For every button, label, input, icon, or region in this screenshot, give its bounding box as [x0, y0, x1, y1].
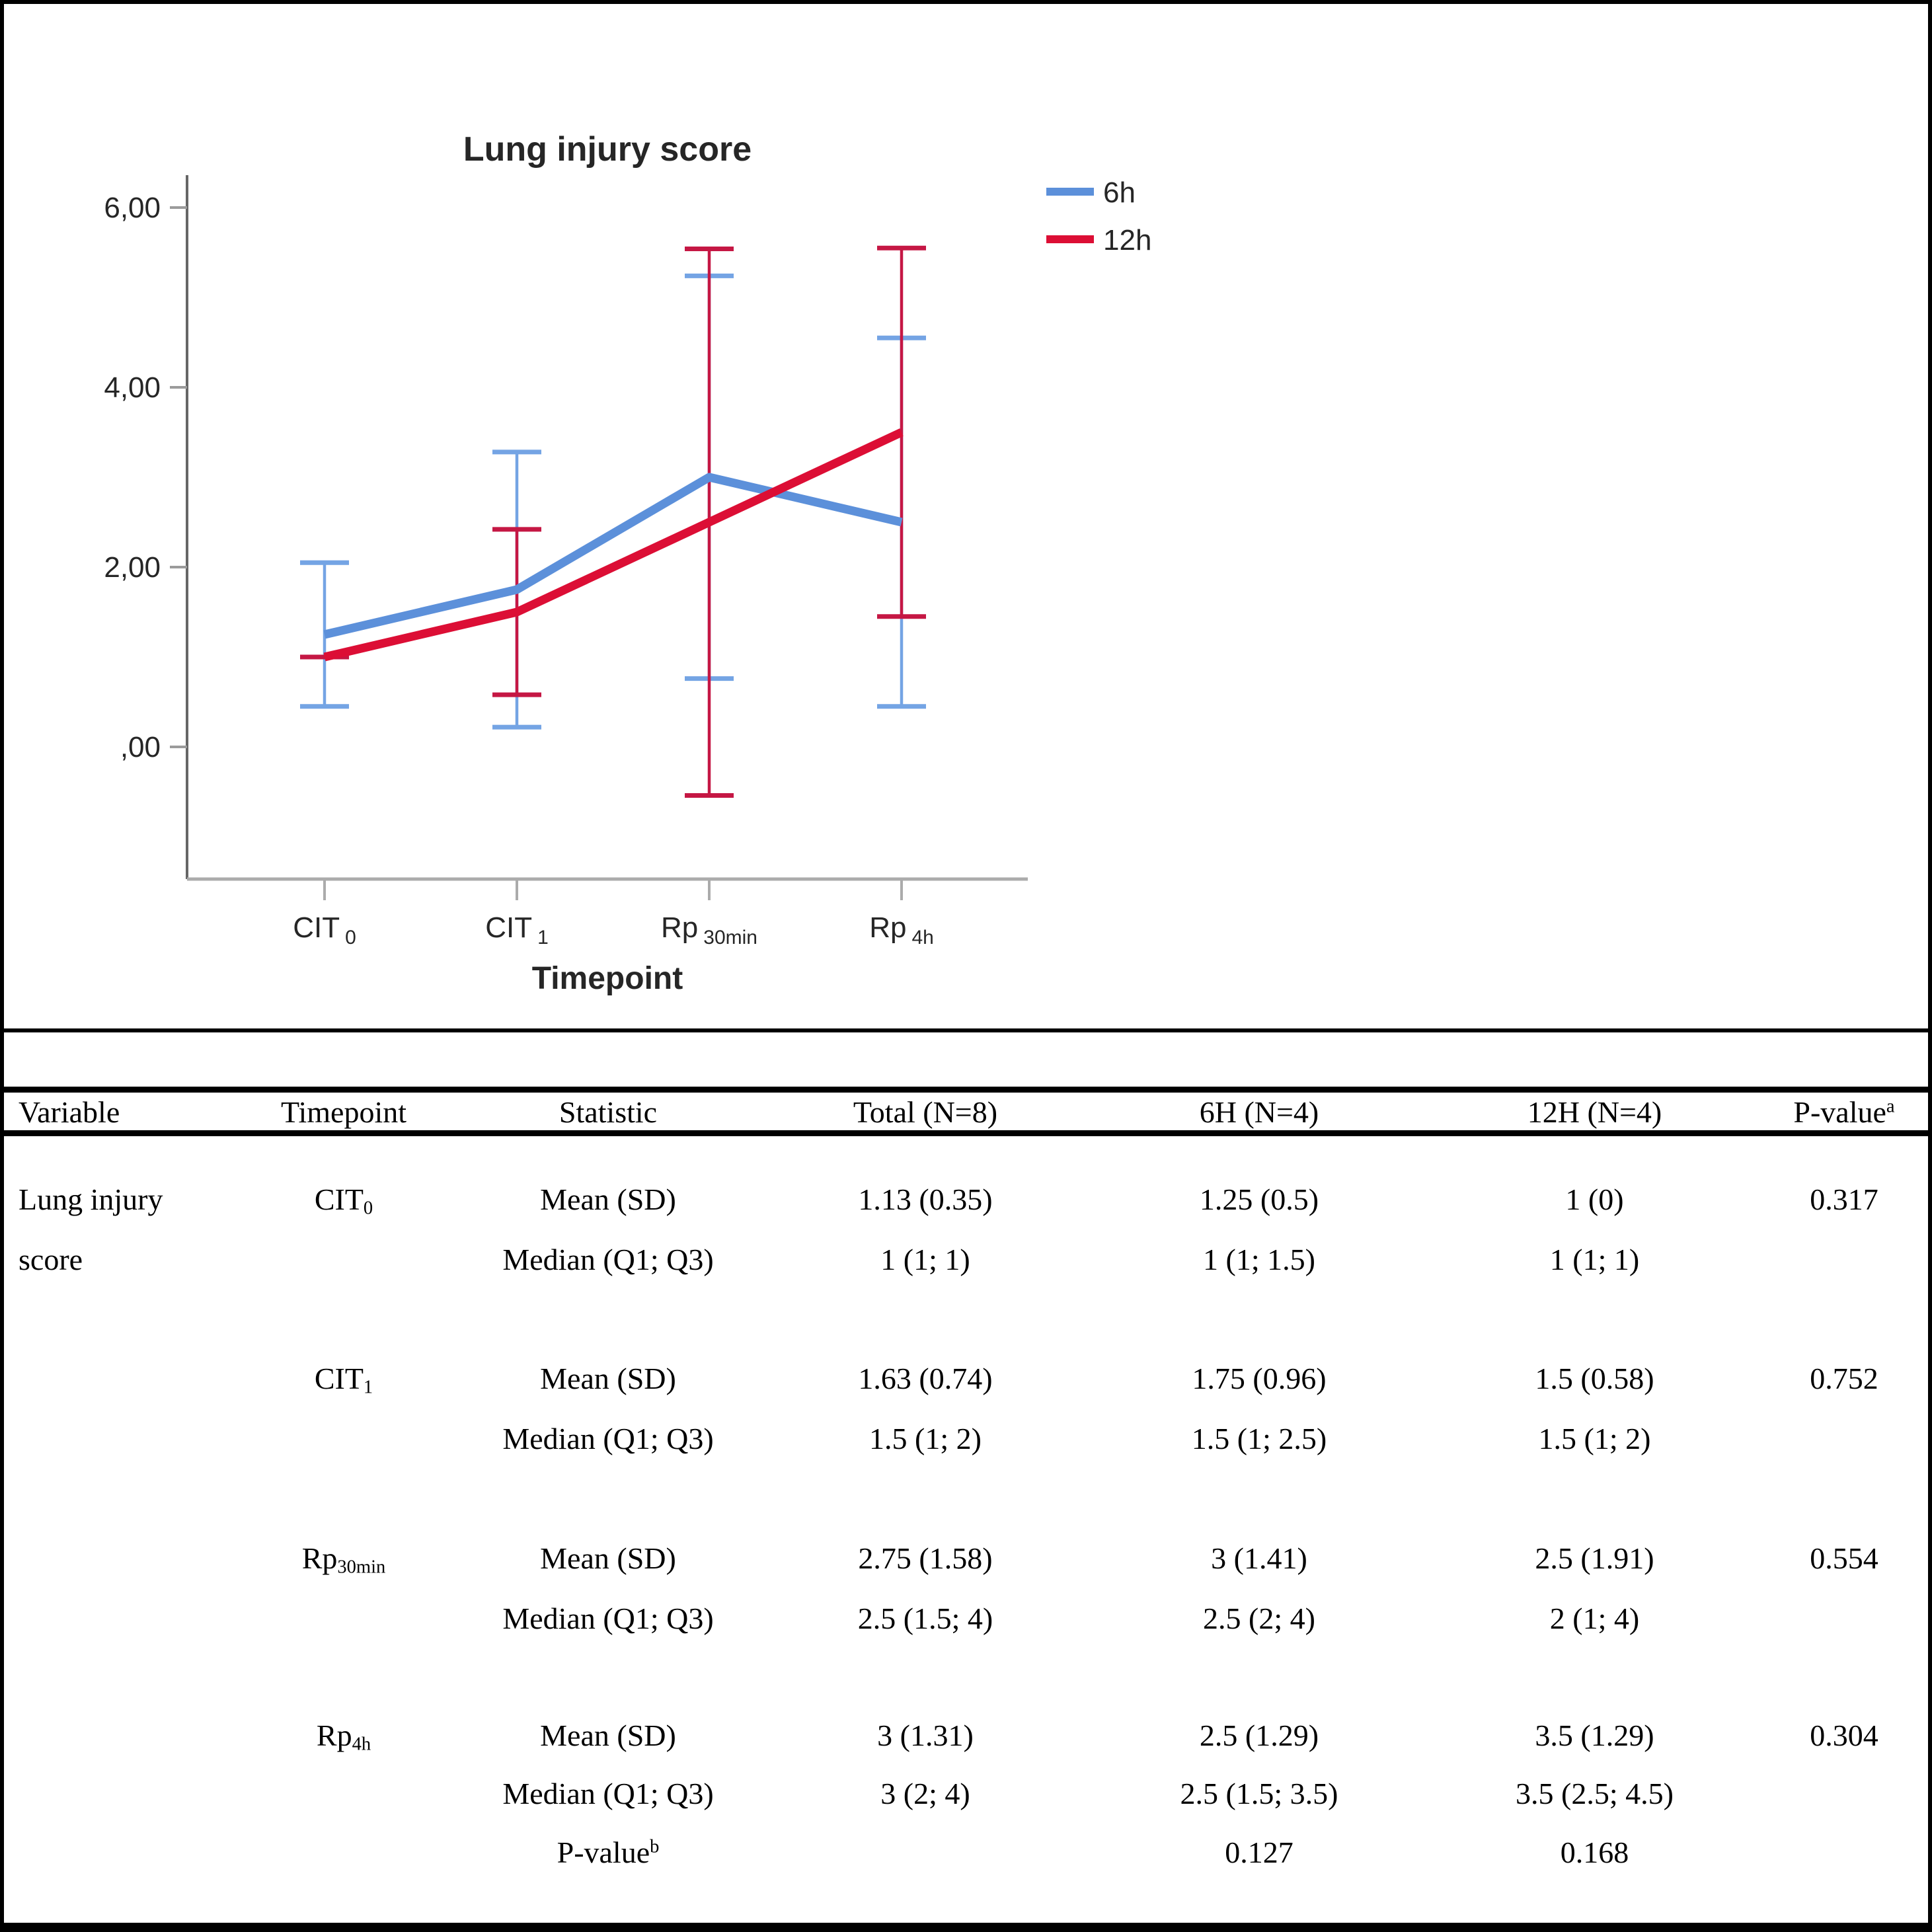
value-6h: 1.25 (0.5) — [1199, 1182, 1319, 1216]
value-12h: 3.5 (2.5; 4.5) — [1516, 1777, 1674, 1810]
table-row-rp30min-median: Median (Q1; Q3) 2.5 (1.5; 4) 2.5 (2; 4) … — [0, 1598, 1932, 1639]
header-pvalue: P-valuea — [1793, 1095, 1895, 1129]
statistic-label: Mean (SD) — [540, 1541, 676, 1575]
header-12h: 12H (N=4) — [1527, 1095, 1662, 1129]
statistic-label: Mean (SD) — [540, 1182, 676, 1216]
x-tick-label: Rp 30min — [661, 911, 757, 948]
series-line-12h — [323, 428, 904, 662]
value-total: 1.13 (0.35) — [858, 1182, 993, 1216]
table-header-rule — [0, 1130, 1932, 1136]
table-row-rp4h-mean: Rp4h Mean (SD) 3 (1.31) 2.5 (1.29) 3.5 (… — [0, 1715, 1932, 1756]
value-6h: 0.127 — [1225, 1835, 1294, 1869]
value-12h: 3.5 (1.29) — [1535, 1719, 1654, 1752]
lung-injury-line-chart: 6,00 4,00 2,00 ,00 CIT 0 CIT 1 Rp 30min Rp 4h Lung i… — [104, 130, 1151, 996]
value-pvalue: 0.317 — [1810, 1182, 1878, 1216]
value-12h: 2.5 (1.91) — [1535, 1541, 1654, 1575]
statistic-label: Median (Q1; Q3) — [502, 1777, 714, 1810]
x-tick-label: Rp 4h — [869, 911, 934, 948]
y-tick-label: 6,00 — [104, 192, 161, 224]
value-pvalue: 0.554 — [1810, 1541, 1878, 1575]
value-total: 2.5 (1.5; 4) — [857, 1602, 993, 1635]
timepoint-cit0: CIT0 — [314, 1182, 373, 1219]
table-row-rp4h-median: Median (Q1; Q3) 3 (2; 4) 2.5 (1.5; 3.5) … — [0, 1773, 1932, 1814]
legend-label-6h: 6h — [1103, 176, 1136, 209]
chart-title: Lung injury score — [463, 130, 752, 169]
value-total: 1.5 (1; 2) — [869, 1422, 982, 1455]
table-row-pvalue-b: P-valueb 0.127 0.168 — [0, 1832, 1932, 1873]
series-line-6h — [323, 473, 903, 639]
table-row-cit1-median: Median (Q1; Q3) 1.5 (1; 2) 1.5 (1; 2.5) … — [0, 1418, 1932, 1459]
value-6h: 2.5 (2; 4) — [1203, 1602, 1315, 1635]
value-6h: 2.5 (1.5; 3.5) — [1180, 1777, 1338, 1810]
legend-label-12h: 12h — [1103, 224, 1151, 256]
value-12h: 0.168 — [1560, 1835, 1629, 1869]
table-row-cit1-mean: CIT1 Mean (SD) 1.63 (0.74) 1.75 (0.96) 1… — [0, 1358, 1932, 1399]
timepoint-rp30min: Rp30min — [301, 1541, 386, 1578]
statistic-label: Median (Q1; Q3) — [502, 1602, 714, 1635]
x-axis-title: Timepoint — [532, 961, 683, 996]
value-total: 2.75 (1.58) — [858, 1541, 993, 1575]
value-12h: 1 (0) — [1565, 1182, 1624, 1216]
value-6h: 1.5 (1; 2.5) — [1191, 1422, 1327, 1455]
y-tick-label: 4,00 — [104, 371, 161, 404]
value-6h: 2.5 (1.29) — [1199, 1719, 1319, 1752]
value-12h: 1.5 (1; 2) — [1538, 1422, 1651, 1455]
value-total: 3 (1.31) — [877, 1719, 974, 1752]
header-statistic: Statistic — [559, 1095, 658, 1129]
value-total: 1 (1; 1) — [880, 1243, 970, 1276]
table-header-row: Variable Timepoint Statistic Total (N=8)… — [0, 1092, 1932, 1133]
table-row-rp30min-mean: Rp30min Mean (SD) 2.75 (1.58) 3 (1.41) 2… — [0, 1538, 1932, 1579]
value-total: 3 (2; 4) — [880, 1777, 970, 1810]
value-pvalue: 0.752 — [1810, 1362, 1878, 1395]
value-12h: 2 (1; 4) — [1549, 1602, 1640, 1635]
statistic-pvalue-b: P-valueb — [557, 1835, 660, 1869]
value-6h: 3 (1.41) — [1211, 1541, 1307, 1575]
variable-label-line2: score — [19, 1243, 83, 1276]
value-12h: 1 (1; 1) — [1549, 1243, 1640, 1276]
value-6h: 1 (1; 1.5) — [1203, 1243, 1315, 1276]
header-6h: 6H (N=4) — [1199, 1095, 1319, 1129]
timepoint-rp4h: Rp4h — [316, 1719, 371, 1755]
table-row-cit0-median: score Median (Q1; Q3) 1 (1; 1) 1 (1; 1.5… — [0, 1239, 1932, 1280]
statistic-label: Median (Q1; Q3) — [502, 1422, 714, 1455]
panel-divider-line — [0, 1028, 1932, 1032]
y-tick-label: ,00 — [120, 731, 161, 763]
value-12h: 1.5 (0.58) — [1535, 1362, 1654, 1395]
table-top-rule — [0, 1087, 1932, 1093]
value-6h: 1.75 (0.96) — [1192, 1362, 1327, 1395]
header-timepoint: Timepoint — [280, 1095, 407, 1129]
header-variable: Variable — [19, 1095, 120, 1129]
statistic-label: Mean (SD) — [540, 1719, 676, 1752]
header-total: Total (N=8) — [853, 1095, 998, 1129]
variable-label-line1: Lung injury — [19, 1182, 163, 1216]
value-pvalue: 0.304 — [1810, 1719, 1878, 1752]
value-total: 1.63 (0.74) — [858, 1362, 993, 1395]
timepoint-cit1: CIT1 — [314, 1362, 373, 1398]
statistic-label: Median (Q1; Q3) — [502, 1243, 714, 1276]
x-tick-label: CIT 0 — [293, 911, 356, 948]
y-tick-label: 2,00 — [104, 551, 161, 584]
x-tick-label: CIT 1 — [485, 911, 549, 948]
table-row-cit0-mean: Lung injury CIT0 Mean (SD) 1.13 (0.35) 1… — [0, 1179, 1932, 1220]
statistic-label: Mean (SD) — [540, 1362, 676, 1395]
